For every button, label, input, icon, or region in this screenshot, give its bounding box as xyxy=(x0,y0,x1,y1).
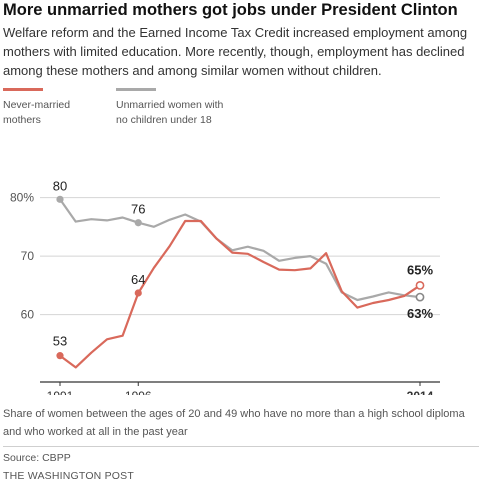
series-line-women xyxy=(58,198,422,302)
chart-title: More unmarried mothers got jobs under Pr… xyxy=(3,1,458,19)
point-mothers-1996 xyxy=(134,289,142,297)
x-tick-label: 1991 xyxy=(47,389,74,395)
x-tick-label: 1996 xyxy=(125,389,152,395)
legend-label-mothers: Never-married mothers xyxy=(3,99,71,126)
series-line-mothers xyxy=(58,219,422,369)
legend-swatch-mothers xyxy=(3,88,43,91)
y-tick-label: 70 xyxy=(21,249,35,263)
y-tick-label: 60 xyxy=(21,308,35,322)
y-tick-label: 80% xyxy=(10,191,34,205)
annotation-mothers-1996: 64 xyxy=(131,272,145,287)
annotation-mothers-1991: 53 xyxy=(53,334,67,349)
legend-item-women: Unmarried women with no children under 1… xyxy=(116,88,226,128)
legend-item-mothers: Never-married mothers xyxy=(3,88,83,128)
annotation-women-2014: 63% xyxy=(407,306,433,321)
data-series xyxy=(58,198,422,369)
data-annotations: 80 76 53 64 65% 63% xyxy=(53,178,433,360)
publisher-credit: THE WASHINGTON POST xyxy=(3,470,134,482)
annotation-mothers-2014: 65% xyxy=(407,262,433,277)
chart-footnote: Share of women between the ages of 20 an… xyxy=(3,408,465,438)
annotation-women-1996: 76 xyxy=(131,202,145,217)
x-axis: 1991 1996 2014 xyxy=(40,381,440,395)
y-axis-tick-labels: 80% 70 60 xyxy=(10,191,34,322)
legend-swatch-women xyxy=(116,88,156,91)
point-women-1991 xyxy=(56,195,64,203)
gridlines xyxy=(40,197,440,316)
legend-label-women: Unmarried women with no children under 1… xyxy=(116,99,224,126)
point-mothers-1991 xyxy=(56,352,64,360)
source-note: Source: CBPP xyxy=(3,452,71,464)
point-women-2014 xyxy=(415,292,425,302)
line-chart: 80% 70 60 1991 1996 2014 80 76 53 64 65% 63% xyxy=(10,178,440,395)
divider xyxy=(3,446,479,447)
x-tick-label: 2014 xyxy=(407,389,434,395)
point-women-1996 xyxy=(134,219,142,227)
point-mothers-2014 xyxy=(415,280,425,290)
chart-subtitle: Welfare reform and the Earned Income Tax… xyxy=(3,25,468,78)
annotation-women-1991: 80 xyxy=(53,178,67,193)
